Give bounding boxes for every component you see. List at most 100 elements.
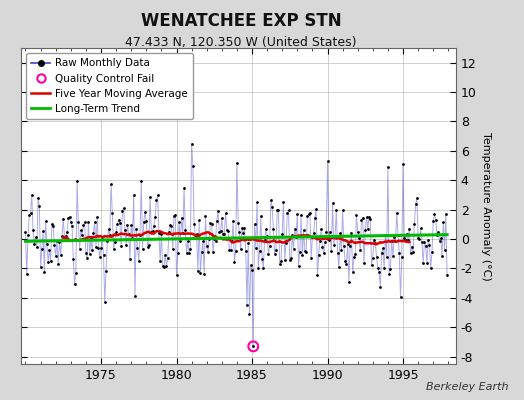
Point — [333, 250, 342, 256]
Point — [206, 220, 215, 226]
Point — [44, 259, 52, 265]
Point — [61, 233, 70, 240]
Point — [209, 248, 217, 255]
Point — [131, 292, 139, 299]
Point — [119, 205, 128, 211]
Point — [92, 244, 100, 250]
Point — [89, 230, 97, 236]
Point — [195, 217, 203, 224]
Point — [330, 242, 338, 248]
Point — [308, 234, 316, 240]
Point — [232, 248, 240, 254]
Point — [64, 215, 72, 222]
Point — [155, 230, 163, 236]
Point — [135, 258, 143, 264]
Point — [314, 252, 323, 258]
Point — [167, 222, 176, 229]
Point — [110, 246, 118, 252]
Point — [440, 246, 449, 253]
Point — [171, 212, 179, 218]
Point — [399, 161, 407, 167]
Point — [30, 241, 38, 247]
Point — [216, 228, 225, 234]
Point — [166, 222, 174, 228]
Point — [177, 215, 185, 222]
Point — [324, 237, 333, 243]
Point — [125, 231, 133, 238]
Point — [280, 257, 289, 263]
Point — [106, 232, 114, 238]
Point — [181, 226, 190, 233]
Point — [144, 244, 152, 250]
Point — [356, 246, 364, 253]
Point — [402, 230, 411, 237]
Point — [269, 226, 278, 233]
Point — [433, 232, 441, 238]
Point — [217, 215, 226, 221]
Point — [162, 263, 171, 269]
Point — [257, 213, 265, 220]
Point — [139, 218, 148, 225]
Point — [292, 234, 300, 240]
Point — [60, 234, 69, 240]
Point — [234, 220, 243, 226]
Point — [185, 250, 193, 256]
Point — [434, 229, 442, 236]
Point — [138, 245, 147, 252]
Point — [123, 222, 132, 228]
Point — [49, 222, 57, 229]
Point — [379, 245, 387, 251]
Point — [282, 239, 290, 246]
Point — [94, 244, 103, 251]
Point — [182, 250, 191, 257]
Point — [313, 272, 322, 279]
Point — [327, 248, 335, 254]
Point — [339, 207, 347, 213]
Point — [423, 260, 431, 266]
Point — [249, 343, 257, 350]
Point — [439, 219, 447, 226]
Point — [40, 269, 49, 276]
Point — [214, 208, 222, 214]
Point — [273, 207, 281, 213]
Point — [191, 232, 200, 238]
Point — [373, 254, 381, 260]
Point — [388, 238, 396, 244]
Point — [288, 231, 297, 238]
Point — [26, 209, 35, 216]
Point — [375, 269, 384, 275]
Point — [296, 249, 304, 256]
Point — [36, 264, 45, 270]
Point — [298, 252, 307, 258]
Point — [390, 234, 398, 240]
Point — [348, 269, 357, 276]
Point — [302, 248, 310, 255]
Point — [34, 195, 42, 201]
Text: 47.433 N, 120.350 W (United States): 47.433 N, 120.350 W (United States) — [125, 36, 357, 49]
Point — [391, 238, 400, 244]
Point — [117, 243, 125, 249]
Point — [208, 221, 216, 228]
Text: WENATCHEE EXP STN: WENATCHEE EXP STN — [141, 12, 341, 30]
Point — [201, 212, 210, 219]
Point — [154, 192, 162, 198]
Point — [432, 217, 440, 223]
Point — [180, 184, 188, 191]
Point — [104, 226, 113, 232]
Point — [404, 237, 412, 244]
Point — [148, 228, 157, 235]
Point — [190, 221, 198, 228]
Point — [365, 214, 373, 220]
Point — [210, 236, 219, 242]
Point — [146, 194, 154, 200]
Point — [51, 253, 60, 260]
Point — [67, 219, 75, 225]
Point — [66, 213, 74, 220]
Point — [55, 239, 63, 245]
Point — [229, 218, 237, 224]
Point — [233, 160, 241, 166]
Point — [112, 229, 121, 235]
Point — [332, 207, 341, 214]
Point — [350, 254, 358, 260]
Point — [367, 261, 376, 268]
